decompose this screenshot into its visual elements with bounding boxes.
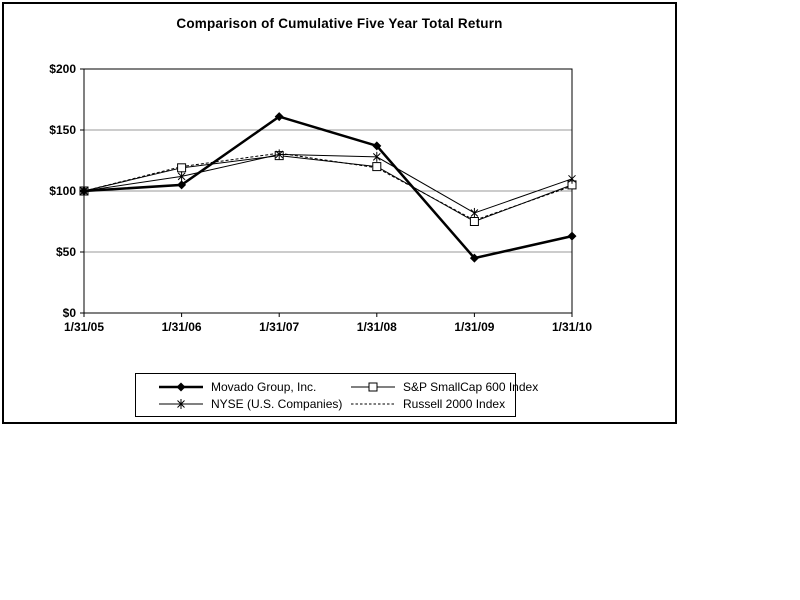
- y-axis-label: $150: [49, 123, 76, 137]
- chart-frame: [2, 2, 677, 424]
- square-marker-icon: [469, 217, 479, 226]
- y-axis-label: $200: [49, 62, 76, 76]
- asterisk-marker-icon: [177, 399, 185, 408]
- series-line-2: [83, 153, 573, 214]
- x-axis-label: 1/31/10: [552, 320, 592, 334]
- asterisk-marker-icon: [470, 209, 479, 217]
- legend-item-russell: Russell 2000 Index: [350, 397, 538, 411]
- legend-label-movado: Movado Group, Inc.: [211, 379, 317, 394]
- x-axis-label: 1/31/09: [454, 320, 494, 334]
- legend-label-sp-smallcap: S&P SmallCap 600 Index: [403, 379, 539, 394]
- legend-label-nyse: NYSE (U.S. Companies): [211, 396, 343, 411]
- legend-item-movado: Movado Group, Inc.: [158, 380, 350, 394]
- square-marker-icon: [372, 162, 382, 172]
- chart-title: Comparison of Cumulative Five Year Total…: [176, 16, 503, 31]
- square-marker-icon: [177, 163, 187, 173]
- x-axis-label: 1/31/06: [162, 320, 202, 334]
- asterisk-marker-icon: [372, 152, 381, 161]
- diamond-marker-icon: [469, 253, 479, 263]
- asterisk-marker-icon: [275, 150, 284, 159]
- x-axis-label: 1/31/07: [259, 320, 299, 334]
- diamond-marker-icon: [79, 186, 89, 196]
- legend-label-russell: Russell 2000 Index: [403, 396, 506, 411]
- diamond-marker-icon: [177, 180, 187, 190]
- legend-box: Movado Group, Inc. S&P SmallCap 600 Inde…: [135, 373, 538, 417]
- diamond-marker-icon: [372, 141, 382, 151]
- series-line-0: [83, 115, 573, 260]
- series-line-3: [83, 152, 573, 221]
- diamond-marker-icon: [274, 112, 284, 122]
- legend-item-nyse: NYSE (U.S. Companies): [158, 397, 350, 411]
- legend-item-sp-smallcap: S&P SmallCap 600 Index: [350, 380, 538, 394]
- asterisk-marker-icon: [177, 172, 186, 181]
- y-axis-label: $100: [49, 184, 76, 198]
- legend-marker-nyse-icon: [158, 398, 204, 410]
- x-axis-label: 1/31/08: [357, 320, 397, 334]
- square-marker-icon: [368, 382, 378, 391]
- asterisk-marker-icon: [568, 174, 576, 183]
- x-axis-label: 1/31/05: [64, 320, 104, 334]
- legend-marker-russell-icon: [350, 398, 396, 410]
- y-axis-label: $0: [63, 306, 77, 320]
- legend-marker-sp-smallcap-icon: [350, 381, 396, 393]
- diamond-marker-icon: [567, 231, 577, 241]
- series-line-1: [83, 155, 573, 223]
- y-axis-label: $50: [56, 245, 76, 259]
- legend-marker-movado-icon: [158, 381, 204, 393]
- diamond-marker-icon: [176, 382, 186, 391]
